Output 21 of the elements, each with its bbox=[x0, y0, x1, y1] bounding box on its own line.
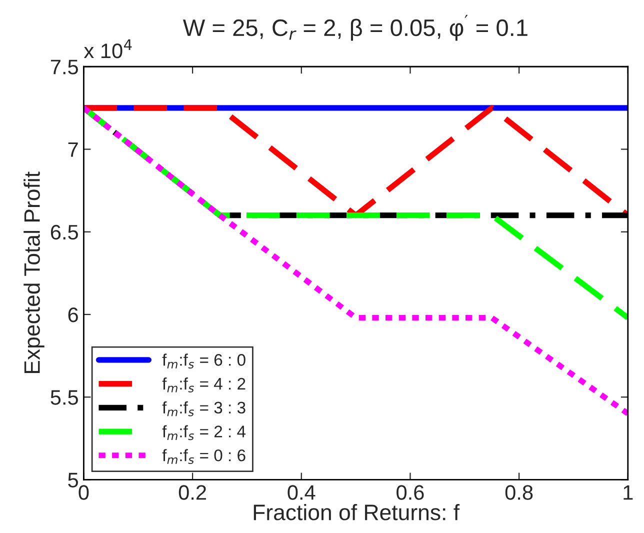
x-tick-label: 0.6 bbox=[396, 485, 424, 500]
x-tick-label: 0.4 bbox=[288, 485, 316, 500]
x-tick-label: 0 bbox=[78, 485, 89, 500]
x-tick-label: 1 bbox=[624, 485, 633, 500]
legend-label: f$_{m}$:f$_{s}$ = 6 : 0 bbox=[162, 354, 246, 369]
legend-label: f$_{m}$:f$_{s}$ = 4 : 2 bbox=[162, 377, 246, 392]
legend-label: f$_{m}$:f$_{s}$ = 3 : 3 bbox=[162, 401, 246, 416]
y-tick-label: 6.5 bbox=[50, 224, 78, 240]
y-tick-label: 5.5 bbox=[50, 390, 78, 405]
y-axis-title: Expected Total Profit bbox=[24, 172, 44, 374]
y-tick-label: 5 bbox=[68, 472, 78, 488]
y-tick-label: 7.5 bbox=[50, 60, 78, 74]
legend-label: f$_{m}$:f$_{s}$ = 0 : 6 bbox=[162, 449, 246, 464]
x-axis-title: Fraction of Returns: f bbox=[254, 504, 460, 520]
text: x 10$^{4}$ bbox=[84, 39, 132, 58]
x-tick-label: 0.2 bbox=[178, 485, 206, 500]
chart-title: W = 25, C$_{r}$ = 2, β = 0.05, φ$^{′}$ = 0.1 bbox=[182, 14, 528, 41]
y-tick-label: 6 bbox=[68, 307, 78, 322]
x-tick-label: 0.8 bbox=[505, 485, 533, 500]
legend-label: f$_{m}$:f$_{s}$ = 2 : 4 bbox=[162, 425, 246, 440]
y-tick-label: 7 bbox=[68, 142, 78, 157]
